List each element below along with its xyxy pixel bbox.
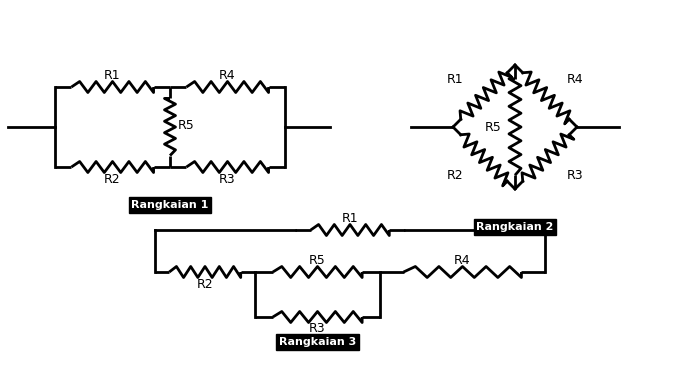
Text: R1: R1 xyxy=(447,73,463,86)
Text: R2: R2 xyxy=(447,168,463,181)
Text: Rangkaian 2: Rangkaian 2 xyxy=(476,222,554,232)
Text: R3: R3 xyxy=(219,173,236,186)
Text: R4: R4 xyxy=(567,73,583,86)
Text: R1: R1 xyxy=(104,69,121,82)
Text: Rangkaian 3: Rangkaian 3 xyxy=(279,337,356,347)
Text: R5: R5 xyxy=(484,120,501,133)
Text: Rangkaian 1: Rangkaian 1 xyxy=(132,200,209,210)
Text: R2: R2 xyxy=(104,173,121,186)
Text: R1: R1 xyxy=(342,212,358,225)
Text: R5: R5 xyxy=(309,254,326,267)
Text: R4: R4 xyxy=(454,254,471,267)
Text: R5: R5 xyxy=(178,118,195,131)
Text: R4: R4 xyxy=(219,69,236,82)
Text: R2: R2 xyxy=(197,277,214,290)
Text: R3: R3 xyxy=(567,168,583,181)
Text: R3: R3 xyxy=(309,322,326,335)
